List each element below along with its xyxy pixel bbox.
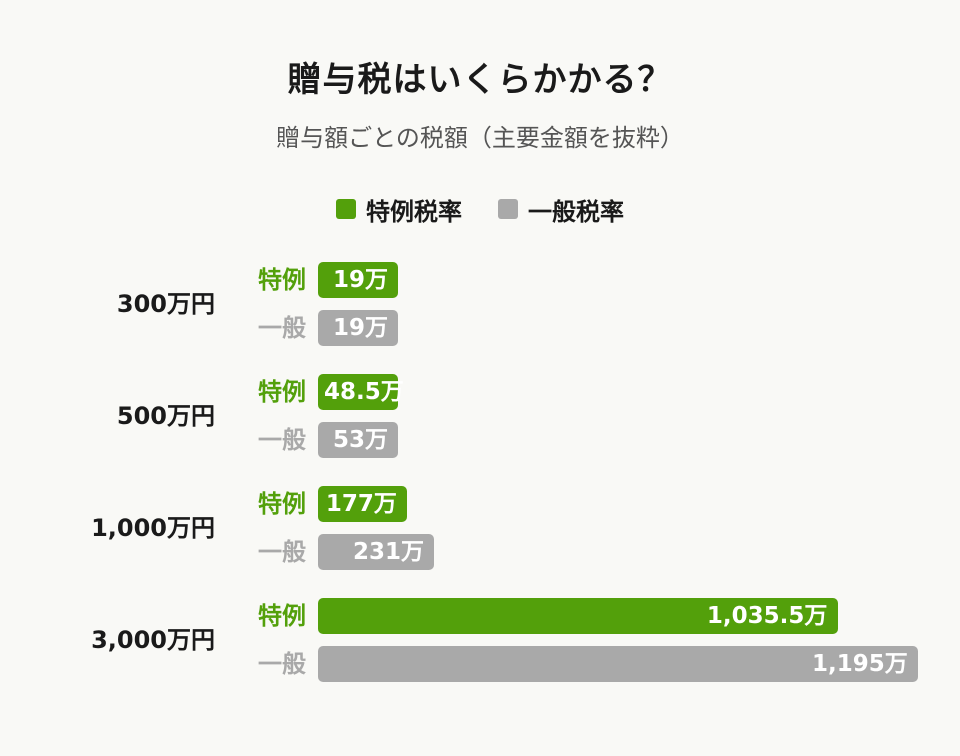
bar [318, 598, 838, 634]
chart-title: 贈与税はいくらかかる？ [287, 60, 673, 100]
bar [318, 534, 434, 570]
bar [318, 646, 918, 682]
series-row-label: 一般 [258, 538, 306, 566]
bar [318, 486, 407, 522]
chart-subtitle: 贈与額ごとの税額（主要金額を抜粋） [276, 124, 684, 152]
legend-label-special: 特例税率 [366, 197, 462, 226]
series-row-label: 特例 [258, 602, 306, 630]
category-label: 1,000万円 [91, 514, 215, 542]
legend-item-special: 特例税率 [336, 192, 462, 227]
legend-item-general: 一般税率 [498, 192, 624, 227]
category-label: 3,000万円 [91, 626, 215, 654]
bar-value-label: 1,035.5万 [706, 603, 828, 629]
bar-value-label: 231万 [352, 539, 424, 565]
bar [318, 262, 398, 298]
legend-swatch-general [498, 199, 518, 219]
category-label: 300万円 [116, 290, 215, 318]
bar-value-label: 19万 [333, 267, 389, 293]
bar-value-label: 53万 [333, 427, 389, 453]
bar [318, 374, 398, 410]
series-row-label: 特例 [258, 378, 306, 406]
bar [318, 422, 398, 458]
legend-label-general: 一般税率 [528, 197, 624, 226]
legend-swatch-special [336, 199, 356, 219]
series-row-label: 一般 [258, 314, 306, 342]
series-row-label: 一般 [258, 426, 306, 454]
series-row-label: 特例 [258, 266, 306, 294]
category-label: 500万円 [116, 402, 215, 430]
series-row-label: 一般 [258, 650, 306, 678]
bar-value-label: 177万 [325, 491, 397, 517]
bar-value-label: 19万 [333, 315, 389, 341]
bar [318, 310, 398, 346]
legend: 特例税率 一般税率 [0, 192, 960, 226]
series-row-label: 特例 [258, 490, 306, 518]
bar-value-label: 48.5万 [324, 379, 404, 405]
bar-value-label: 1,195万 [812, 651, 908, 677]
